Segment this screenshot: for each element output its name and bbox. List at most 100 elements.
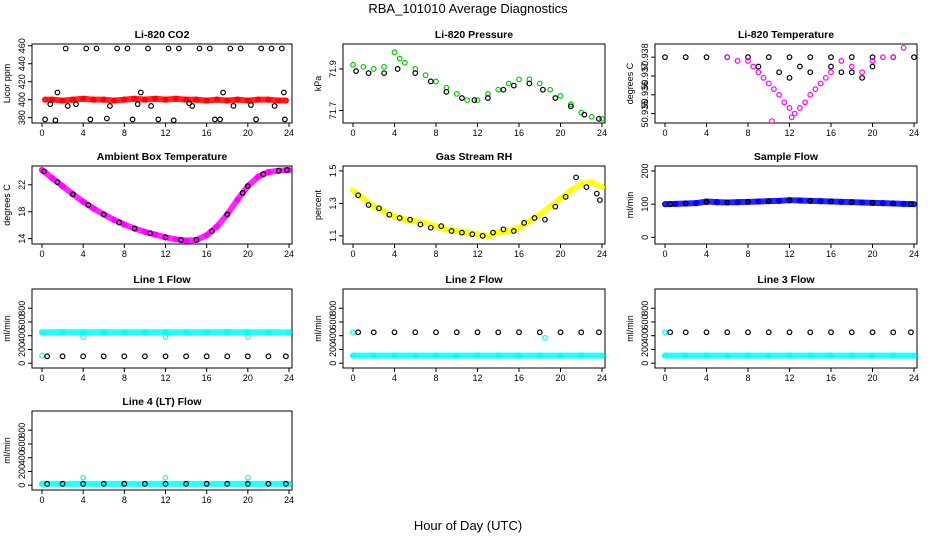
series-cyan-1 xyxy=(80,474,251,481)
data-point xyxy=(172,236,179,243)
data-point xyxy=(412,70,419,77)
data-point xyxy=(755,198,762,205)
x-tick-label: 24 xyxy=(597,249,607,259)
data-point xyxy=(786,74,793,81)
plot-frame xyxy=(654,288,918,369)
x-tick-label: 24 xyxy=(284,128,294,138)
data-point xyxy=(581,111,588,118)
x-tick-label: 8 xyxy=(433,249,438,259)
data-point xyxy=(599,184,605,191)
data-point xyxy=(578,329,585,336)
data-point xyxy=(562,193,569,200)
data-point xyxy=(244,353,251,360)
data-band xyxy=(224,96,241,104)
x-tick-label: 16 xyxy=(202,495,212,505)
x-tick-label: 4 xyxy=(704,128,709,138)
data-band xyxy=(69,95,87,103)
data-point xyxy=(593,190,600,197)
data-point xyxy=(734,58,741,64)
data-point xyxy=(433,223,439,230)
data-point xyxy=(745,329,751,336)
y-tick-label: 800 xyxy=(640,301,650,316)
data-point xyxy=(54,89,61,96)
data-point xyxy=(578,180,585,187)
data-point xyxy=(183,353,189,360)
data-point xyxy=(93,45,100,52)
data-point xyxy=(786,197,793,204)
data-point xyxy=(183,480,189,487)
data-point xyxy=(85,202,92,208)
x-tick-label: 8 xyxy=(122,249,127,259)
data-point xyxy=(193,96,200,103)
data-point xyxy=(828,329,834,336)
data-point xyxy=(265,329,272,336)
plot-frame xyxy=(654,165,918,245)
y-tick-label: 50.938 xyxy=(640,43,650,71)
data-point xyxy=(255,173,262,180)
data-point xyxy=(724,54,731,61)
data-band xyxy=(111,96,128,104)
data-point xyxy=(807,197,814,204)
data-point xyxy=(484,232,491,239)
data-point xyxy=(80,95,87,102)
data-point xyxy=(286,329,292,336)
data-point xyxy=(724,352,731,359)
data-point xyxy=(203,97,210,104)
series-magenta-0 xyxy=(39,167,292,244)
y-tick-label: 1.5 xyxy=(328,165,338,178)
data-band xyxy=(464,229,481,238)
data-band xyxy=(422,219,439,230)
data-point xyxy=(376,205,382,212)
data-point xyxy=(412,66,419,72)
data-point xyxy=(244,480,251,487)
data-point xyxy=(350,352,356,359)
x-tick-label: 16 xyxy=(826,373,836,383)
data-point xyxy=(275,97,282,104)
y-tick-label: 71.7 xyxy=(328,102,338,120)
data-point xyxy=(244,183,251,190)
x-tick-label: 4 xyxy=(704,373,709,383)
data-point xyxy=(796,63,803,70)
series-cyan-0 xyxy=(350,329,605,359)
x-tick-label: 12 xyxy=(472,128,482,138)
data-point xyxy=(828,69,834,76)
x-tick-label: 24 xyxy=(909,249,919,259)
y-tick-label: 200 xyxy=(17,464,27,479)
data-point xyxy=(786,105,793,111)
data-point xyxy=(682,352,689,359)
data-point xyxy=(822,74,829,81)
data-point xyxy=(244,183,251,190)
data-point xyxy=(755,63,762,70)
data-point xyxy=(162,353,169,360)
data-point xyxy=(370,329,377,336)
data-point xyxy=(142,329,148,336)
data-point xyxy=(557,352,564,359)
data-band xyxy=(703,198,720,206)
data-point xyxy=(234,196,241,203)
data-point xyxy=(796,197,803,204)
panel-sampleflow: Sample Flow ml/min 0 4 8 12 16 20 24 0 100 200 xyxy=(625,151,919,259)
x-tick-label: 0 xyxy=(350,249,355,259)
x-tick-label: 20 xyxy=(243,128,253,138)
data-point xyxy=(268,45,275,52)
data-band xyxy=(39,167,56,182)
data-point xyxy=(443,84,450,91)
x-tick-label: 4 xyxy=(392,373,397,383)
series-cyan-0 xyxy=(39,480,292,487)
panel-title: Li-820 Pressure xyxy=(435,29,513,41)
x-tick-label: 20 xyxy=(555,373,565,383)
data-point xyxy=(381,63,388,70)
data-point xyxy=(443,226,450,233)
data-point xyxy=(599,115,605,122)
data-point xyxy=(869,352,876,359)
data-point xyxy=(412,218,419,225)
data-point xyxy=(224,211,231,218)
x-tick-label: 16 xyxy=(514,373,524,383)
data-point xyxy=(280,89,287,96)
data-point xyxy=(848,352,855,359)
data-point xyxy=(39,329,45,336)
x-tick-label: 16 xyxy=(202,373,212,383)
x-tick-label: 20 xyxy=(555,128,565,138)
data-point xyxy=(662,54,668,61)
x-tick-label: 24 xyxy=(909,128,919,138)
